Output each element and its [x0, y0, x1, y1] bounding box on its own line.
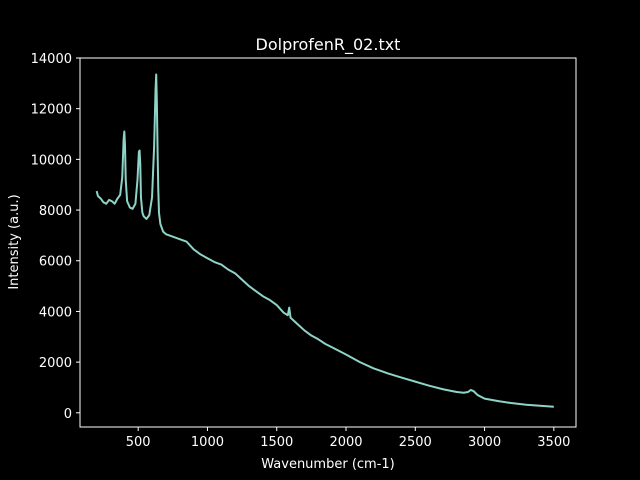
- x-tick-label: 2500: [399, 435, 432, 450]
- y-tick-label: 14000: [31, 52, 72, 67]
- y-tick-label: 10000: [31, 153, 72, 168]
- chart-title: DolprofenR_02.txt: [256, 35, 401, 55]
- y-tick-label: 0: [64, 407, 72, 422]
- y-tick-label: 8000: [39, 204, 72, 219]
- x-axis-ticks: 500 1000 1500 2000 2500 3000 3500: [126, 427, 570, 450]
- axes-frame: [79, 57, 577, 428]
- x-tick-label: 3000: [468, 435, 501, 450]
- x-tick-label: 2000: [329, 435, 362, 450]
- y-tick-label: 6000: [39, 255, 72, 270]
- plot-area: [95, 73, 554, 408]
- y-axis-ticks: 0 2000 4000 6000 8000 10000 12000 14000: [31, 52, 80, 422]
- x-tick-label: 1500: [260, 435, 293, 450]
- y-axis-label: Intensity (a.u.): [7, 194, 22, 289]
- x-tick-label: 500: [126, 435, 151, 450]
- x-axis-label: Wavenumber (cm-1): [261, 457, 394, 472]
- y-tick-label: 12000: [31, 103, 72, 118]
- y-tick-label: 2000: [39, 356, 72, 371]
- x-tick-label: 1000: [191, 435, 224, 450]
- x-tick-label: 3500: [537, 435, 570, 450]
- spectrum-series-line: [95, 73, 554, 408]
- y-tick-label: 4000: [39, 305, 72, 320]
